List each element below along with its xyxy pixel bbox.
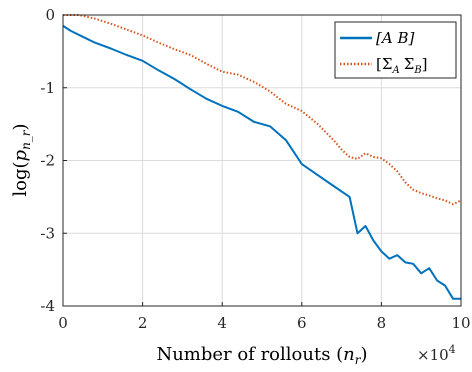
- legend: [A B] [ΣA ΣB]: [334, 21, 457, 79]
- legend-box: [334, 21, 457, 79]
- y-tick-label: 0: [45, 6, 55, 24]
- legend-label-series-2: [ΣA ΣB]: [376, 55, 428, 76]
- x-tick-label: 4: [217, 314, 227, 332]
- y-tick-label: -1: [40, 79, 55, 97]
- y-tick-label: -4: [40, 297, 55, 315]
- series-layer: [62, 14, 462, 300]
- y-ticks: 0 -1 -2 -3 -4: [40, 6, 67, 315]
- x-tick-label: 0: [58, 314, 68, 332]
- x-ticks: 0 2 4 6 8 10: [58, 302, 471, 332]
- legend-label-series-1: [A B]: [376, 29, 414, 47]
- x-tick-label: 10: [451, 314, 470, 332]
- x-multiplier: ×104: [417, 343, 456, 364]
- x-axis-label: Number of rollouts (nr): [156, 344, 367, 367]
- series-line-2: [63, 14, 462, 206]
- x-tick-label: 6: [297, 314, 307, 332]
- x-tick-label: 2: [138, 314, 148, 332]
- series-line-1: [62, 25, 461, 300]
- y-axis-label: log(pn_r): [10, 123, 33, 196]
- y-tick-label: -2: [40, 152, 55, 170]
- x-tick-label: 8: [377, 314, 387, 332]
- y-tick-label: -3: [40, 224, 55, 242]
